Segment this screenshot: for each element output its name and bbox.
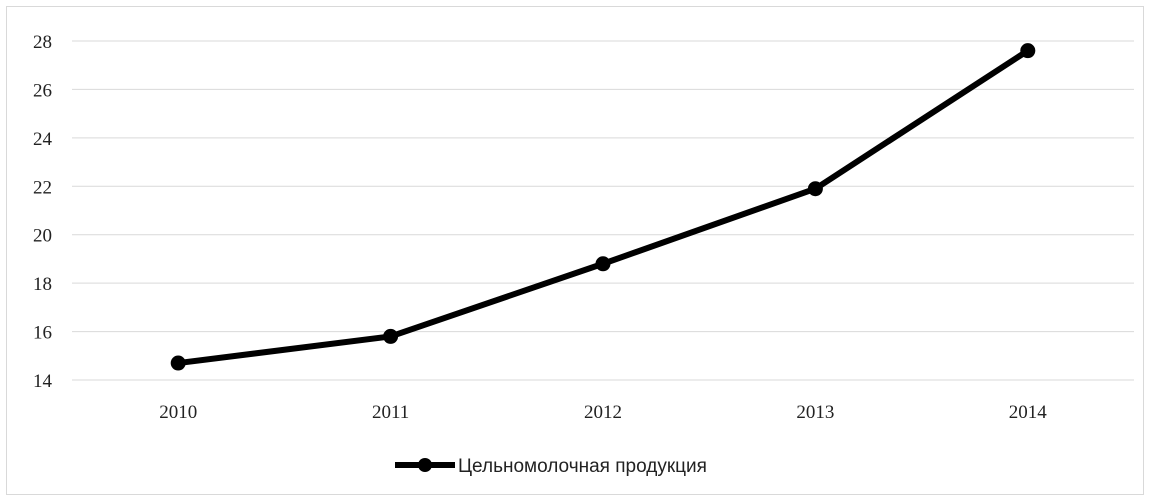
data-point [807, 181, 823, 197]
data-point [1020, 43, 1036, 59]
legend: Цельномолочная продукция [395, 456, 707, 477]
data-point [595, 256, 611, 272]
x-tick-label: 2013 [796, 402, 834, 423]
y-axis-ticks: 14 16 18 20 22 24 26 28 [33, 32, 53, 392]
grid-lines [72, 40, 1134, 381]
legend-label: Цельномолочная продукция [458, 456, 707, 477]
legend-point-marker [418, 458, 432, 472]
y-tick-label: 22 [33, 177, 52, 198]
x-tick-label: 2010 [159, 402, 197, 423]
y-tick-label: 18 [33, 274, 52, 295]
x-tick-label: 2011 [372, 402, 409, 423]
y-tick-label: 24 [33, 129, 53, 150]
series-line [175, 47, 1031, 367]
x-tick-label: 2012 [584, 402, 622, 423]
y-tick-label: 28 [33, 32, 52, 53]
x-tick-label: 2014 [1009, 402, 1048, 423]
y-tick-label: 26 [33, 80, 52, 101]
y-tick-label: 16 [33, 323, 52, 344]
y-tick-label: 14 [33, 371, 53, 392]
y-tick-label: 20 [33, 226, 52, 247]
data-point [383, 328, 399, 344]
series-group [170, 43, 1036, 371]
chart-frame [6, 6, 1144, 495]
x-axis-ticks: 2010 2011 2012 2013 2014 [159, 402, 1047, 423]
data-point [170, 355, 186, 371]
